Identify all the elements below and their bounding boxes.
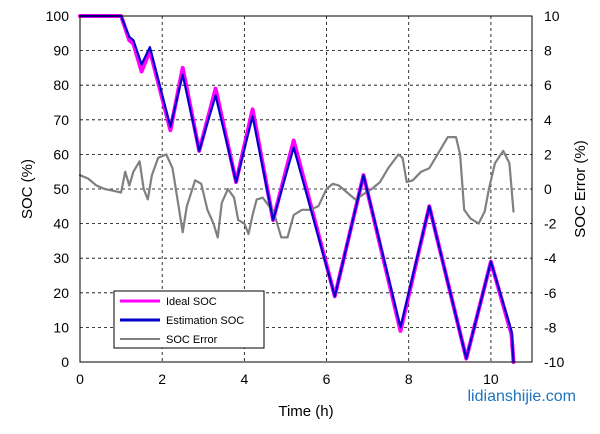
y2-tick-label: 4 xyxy=(544,112,552,128)
x-tick-label: 10 xyxy=(483,371,499,387)
x-tick-label: 6 xyxy=(323,371,331,387)
y-tick-label: 20 xyxy=(53,285,69,301)
y-tick-label: 0 xyxy=(61,354,69,370)
y2-axis-title: SOC Error (%) xyxy=(572,140,589,238)
y2-tick-label: 6 xyxy=(544,77,552,93)
estimation-soc-line xyxy=(78,14,515,364)
ticks: 0102030405060708090100-10-8-6-4-20246810… xyxy=(46,8,565,387)
legend-label-ideal-soc: Ideal SOC xyxy=(166,296,217,308)
x-tick-label: 2 xyxy=(158,371,166,387)
x-tick-label: 8 xyxy=(405,371,413,387)
legend-label-soc-error: SOC Error xyxy=(166,334,218,346)
y-tick-label: 50 xyxy=(53,181,69,197)
y-tick-label: 80 xyxy=(53,77,69,93)
legend-label-estimation-soc: Estimation SOC xyxy=(166,315,244,327)
y2-tick-label: -10 xyxy=(544,354,564,370)
y2-tick-label: 8 xyxy=(544,43,552,59)
y2-tick-label: -4 xyxy=(544,250,557,266)
y2-tick-label: -2 xyxy=(544,216,557,232)
y-tick-label: 100 xyxy=(46,8,70,24)
x-tick-label: 4 xyxy=(240,371,248,387)
y2-tick-label: 0 xyxy=(544,181,552,197)
watermark: lidianshijie.com xyxy=(467,388,577,405)
y2-tick-label: -8 xyxy=(544,319,557,335)
y-axis-title: SOC (%) xyxy=(19,159,36,219)
y-tick-label: 30 xyxy=(53,250,69,266)
series-layer xyxy=(78,14,516,364)
y2-tick-label: 10 xyxy=(544,8,560,24)
legend: Ideal SOC Estimation SOC SOC Error xyxy=(113,290,265,349)
soc-error-line xyxy=(78,136,515,239)
y2-tick-label: -6 xyxy=(544,285,557,301)
plot-frame xyxy=(79,15,533,363)
x-axis-title: Time (h) xyxy=(278,403,333,420)
y-tick-label: 10 xyxy=(53,319,69,335)
x-tick-label: 0 xyxy=(76,371,84,387)
y2-tick-label: 2 xyxy=(544,146,552,162)
y-tick-label: 70 xyxy=(53,112,69,128)
y-tick-label: 40 xyxy=(53,216,69,232)
y-tick-label: 90 xyxy=(53,43,69,59)
y-tick-label: 60 xyxy=(53,146,69,162)
